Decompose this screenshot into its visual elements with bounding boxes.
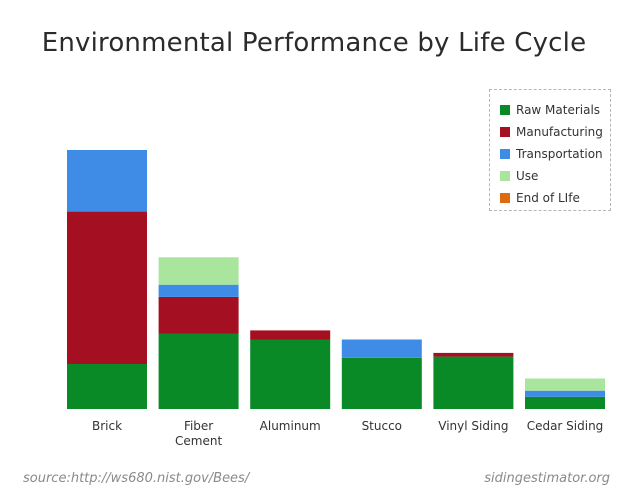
legend-label: Manufacturing — [516, 125, 603, 139]
legend-item-3: Use — [500, 165, 610, 187]
bar-segment-2-1 — [250, 330, 331, 340]
bar-segment-4-0 — [433, 356, 514, 409]
bar-segment-1-2 — [158, 284, 239, 297]
bar-segment-2-0 — [250, 339, 331, 409]
chart-title: Environmental Performance by Life Cycle — [41, 28, 587, 58]
bar-segment-3-2 — [341, 339, 422, 358]
category-label-line: Cedar Siding — [527, 419, 604, 433]
legend-item-1: Manufacturing — [500, 121, 610, 143]
category-label-3: Stucco — [362, 419, 402, 433]
category-label-0: Brick — [92, 419, 122, 433]
bar-segment-1-3 — [158, 257, 239, 285]
legend-label: Use — [516, 169, 539, 183]
site-credit: sidingestimator.org — [484, 471, 610, 486]
category-labels: Brick Fiber Cement Aluminum Stucco Vinyl Sidi… — [92, 419, 603, 448]
legend-swatch — [500, 193, 510, 203]
legend-swatch — [500, 105, 510, 115]
category-label-1: Fiber Cement — [175, 419, 222, 448]
source-credit: source:http://ws680.nist.gov/Bees/ — [23, 471, 250, 486]
category-label-2: Aluminum — [260, 419, 321, 433]
bar-segment-5-2 — [525, 390, 605, 397]
category-label-line: Cement — [175, 434, 222, 448]
legend-label: Transportation — [516, 147, 603, 161]
category-label-line: Brick — [92, 419, 122, 433]
legend-label: End of LIfe — [516, 191, 580, 205]
legend-label: Raw Materials — [516, 103, 601, 117]
legend-item-2: Transportation — [500, 143, 610, 165]
category-label-line: Fiber — [184, 419, 213, 433]
category-label-5: Cedar Siding — [527, 419, 604, 433]
legend-swatch — [500, 127, 510, 137]
legend: Raw Materials Manufacturing Transportation… — [489, 89, 611, 211]
bar-segment-3-0 — [341, 357, 422, 409]
category-label-line: Vinyl Siding — [438, 419, 508, 433]
bar-segment-0-2 — [67, 150, 147, 212]
legend-item-4: End of LIfe — [500, 187, 610, 209]
bar-segment-0-0 — [67, 363, 147, 409]
legend-swatch — [500, 171, 510, 181]
legend-item-0: Raw Materials — [500, 99, 610, 121]
category-label-4: Vinyl Siding — [438, 419, 508, 433]
bar-segment-0-1 — [67, 211, 147, 364]
bar-segment-1-1 — [158, 296, 239, 334]
bar-segment-4-1 — [433, 352, 514, 357]
bars-layer — [67, 150, 605, 409]
bar-segment-1-0 — [158, 333, 239, 409]
legend-swatch — [500, 149, 510, 159]
category-label-line: Aluminum — [260, 419, 321, 433]
bar-segment-5-3 — [525, 378, 605, 391]
bar-segment-5-0 — [525, 396, 605, 409]
category-label-line: Stucco — [362, 419, 402, 433]
